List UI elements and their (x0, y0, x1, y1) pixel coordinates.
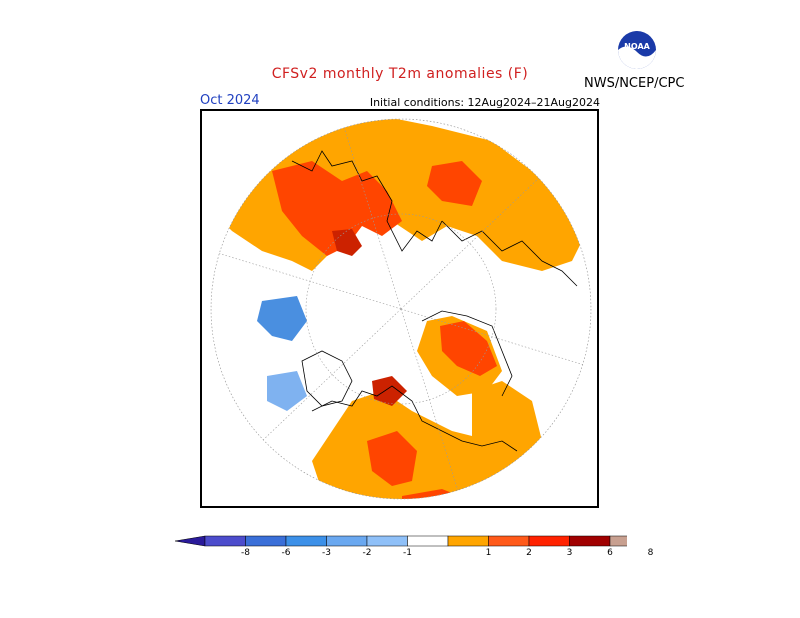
anomaly-region-siberia-pacific (472, 381, 542, 499)
coastline-europe (291, 150, 443, 252)
meridian-line (400, 176, 541, 310)
colorbar-tick-label: -3 (322, 548, 331, 558)
chart-title: CFSv2 monthly T2m anomalies (F) (271, 66, 529, 82)
colorbar-tick-label: -1 (403, 548, 412, 558)
meridian-line (400, 308, 461, 498)
colorbar-bin (609, 535, 627, 547)
colorbar-tick-label: -6 (281, 548, 291, 558)
anomaly-region-north-america (312, 391, 532, 499)
colorbar-tick-label: 1 (485, 548, 492, 558)
anomaly-region-alaska-hot (372, 376, 407, 406)
valid-month-label: Oct 2024 (200, 93, 260, 108)
meridian-line (400, 308, 591, 368)
map-disk-edge (210, 118, 592, 500)
polar-map (210, 118, 592, 500)
colorbar-bin (326, 535, 368, 547)
colorbar (175, 535, 627, 547)
colorbar-tick-label: 2 (526, 548, 532, 558)
anomaly-region-north-atlantic-eurasia (212, 119, 582, 271)
anomaly-region-europe-strong (272, 161, 402, 256)
colorbar-bin (366, 535, 408, 547)
colorbar-bin (447, 535, 489, 547)
colorbar-tick-label: 3 (566, 548, 573, 558)
meridian-line (211, 250, 402, 310)
anomaly-region-scandinavia-strong (427, 161, 482, 206)
coastline-asia (441, 220, 578, 287)
noaa-logo: NOAA (618, 31, 656, 69)
colorbar-bin (285, 535, 327, 547)
anomaly-region-east-siberia-strong (440, 321, 497, 376)
logo-text: NOAA (624, 42, 650, 51)
colorbar-bin (569, 535, 611, 547)
coastline-siberia (421, 310, 513, 397)
colorbar-bin (528, 535, 570, 547)
colorbar-bin (407, 535, 449, 547)
anomaly-region-cold-atlantic (257, 296, 307, 341)
colorbar-bin (204, 535, 246, 547)
meridian-line (261, 308, 402, 442)
colorbar-arrow-low (175, 535, 206, 547)
anomaly-region-canada-strong (367, 431, 417, 486)
colorbar-bin (488, 535, 530, 547)
colorbar-tick-label: 6 (607, 548, 613, 558)
colorbar-tick-label: -2 (362, 548, 372, 558)
anomaly-region-greenland-hot (332, 229, 362, 256)
agency-label: NWS/NCEP/CPC (584, 76, 685, 91)
anomaly-region-cold-atlantic-weak (267, 371, 307, 411)
initial-conditions-label: Initial conditions: 12Aug2024–21Aug2024 (369, 96, 600, 109)
colorbar-bin (245, 535, 287, 547)
coastline-north-america (311, 385, 518, 452)
coastline-greenland (301, 350, 353, 407)
colorbar-tick-label: 8 (647, 548, 654, 558)
latitude-circle (305, 213, 497, 405)
map-panel (200, 109, 599, 508)
colorbar-tick-label: -8 (241, 548, 250, 558)
meridian-line (341, 120, 402, 310)
